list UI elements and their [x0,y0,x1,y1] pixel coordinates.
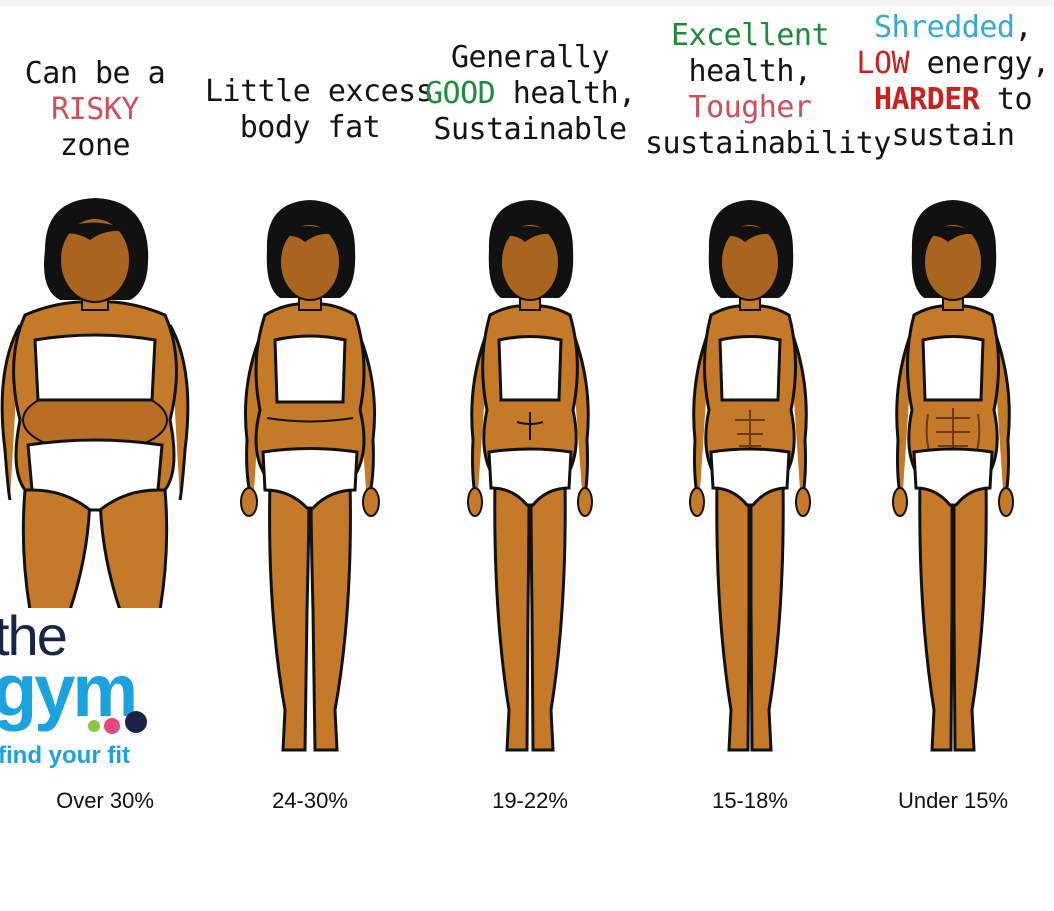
column-over-30: Can be a RISKY zone Over 30% [0,0,200,911]
caption-line: GOOD health, [425,76,636,112]
caption-over-30: Can be a RISKY zone [0,56,200,164]
logo-dots-icon [88,711,147,734]
caption-excellent: Excellent [670,18,830,53]
caption-line: body fat [239,110,381,145]
caption-shredded: Shredded [873,10,1015,45]
caption-text: to [979,82,1033,117]
body-figure-24-30 [205,190,415,780]
caption-risky: RISKY [51,92,139,127]
caption-line: Little excess [205,74,434,109]
caption-line: Shredded, [848,10,1054,46]
caption-text: energy, [909,46,1050,81]
body-figure-under-15 [848,190,1054,780]
woman-figure-icon [467,200,593,752]
caption-harder: HARDER [873,82,980,117]
woman-figure-icon [0,198,190,612]
caption-text: , [1014,10,1033,45]
body-figure-15-18 [645,190,855,780]
caption-line: zone [59,128,131,163]
caption-line: health, [688,54,812,89]
caption-line: sustainability [645,126,891,161]
caption-under-15: Shredded, LOW energy, HARDER to sustain [848,10,1054,154]
caption-low: LOW [856,46,910,81]
body-figure-over-30 [0,190,200,780]
caption-line: sustain [891,118,1015,153]
the-gym-logo: the gym find your fit [0,608,185,783]
woman-figure-icon [689,200,811,752]
percentage-label: 15-18% [712,788,788,813]
logo-gym: gym [0,649,138,732]
caption-text: health, [495,76,636,111]
logo-the: the [0,604,68,667]
caption-line: Sustainable [433,112,627,147]
column-24-30: Little excess body fat 24-30% [205,0,434,911]
woman-figure-icon [240,200,380,752]
top-border [0,0,1054,6]
percentage-label: Over 30% [56,788,154,813]
caption-line: Can be a [24,56,166,91]
column-19-22: Generally GOOD health, Sustainable 19-22… [425,0,636,911]
caption-24-30: Little excess body fat [205,74,434,146]
percentage-label: 19-22% [492,788,568,813]
logo-tagline: find your fit [0,742,130,769]
column-15-18: Excellent health, Tougher sustainability… [645,0,891,911]
caption-good: GOOD [425,76,496,111]
caption-15-18: Excellent health, Tougher sustainability [645,18,891,162]
caption-line: HARDER to [848,82,1054,118]
caption-tougher: Tougher [688,90,812,125]
percentage-label: Under 15% [897,788,1009,813]
body-figure-19-22 [425,190,635,780]
caption-line: LOW energy, [848,46,1054,82]
percentage-label: 24-30% [272,788,348,813]
column-under-15: Shredded, LOW energy, HARDER to sustain … [848,0,1054,911]
woman-figure-icon [892,200,1014,752]
caption-line: Generally [450,40,610,75]
caption-19-22: Generally GOOD health, Sustainable [425,40,636,148]
